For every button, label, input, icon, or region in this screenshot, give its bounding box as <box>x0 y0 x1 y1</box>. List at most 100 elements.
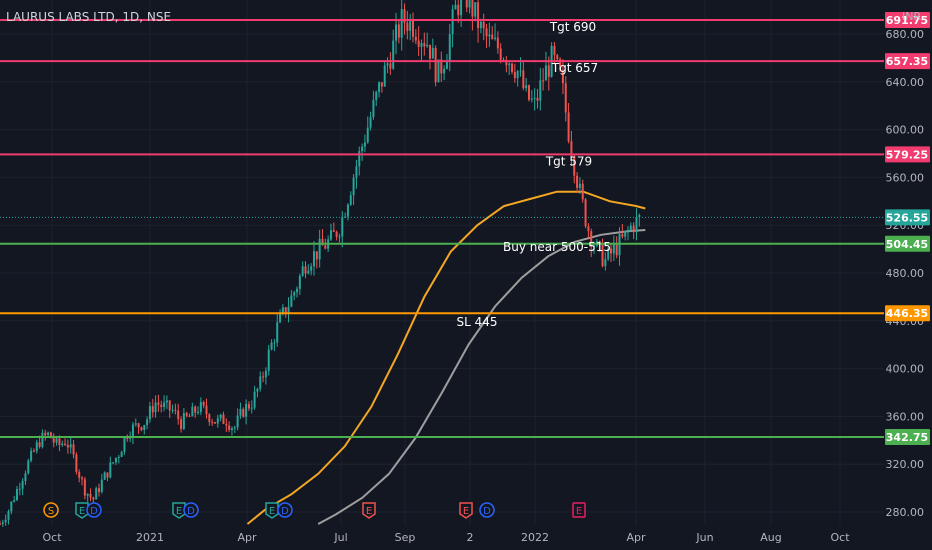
time-axis[interactable]: Oct 2021 Apr Jul Sep 2 2022 Apr Jun Aug Oct <box>42 531 850 544</box>
event-marker-e[interactable]: E <box>459 502 473 519</box>
event-marker-shape <box>86 502 102 518</box>
chart-title: LAURUS LABS LTD, 1D, NSE <box>6 10 171 24</box>
candle-up <box>143 425 146 430</box>
candle-down <box>208 414 211 422</box>
price-tag-label: 657.35 <box>886 55 928 68</box>
candle-down <box>496 37 499 49</box>
candle-down <box>205 405 208 415</box>
price-tag-label: 446.35 <box>886 307 928 320</box>
candle-up <box>24 473 27 482</box>
candle-up <box>30 450 33 461</box>
candle-up <box>386 63 389 66</box>
candle-up <box>395 24 398 41</box>
price-tag-label: 691.75 <box>886 14 928 27</box>
candle-down <box>561 70 564 84</box>
candle-down <box>482 21 485 29</box>
event-marker-s[interactable]: S <box>43 502 59 518</box>
event-marker-e[interactable]: E <box>75 502 89 519</box>
candle-up <box>154 402 157 413</box>
candle-down <box>615 244 618 256</box>
y-tick-label: 600.00 <box>886 124 925 137</box>
candle-up <box>199 401 202 413</box>
candle-up <box>95 488 98 500</box>
event-marker-label: E <box>463 506 469 517</box>
price-tags: 801.70691.75657.35579.25504.45446.35342.… <box>885 11 930 446</box>
event-marker-e[interactable]: E <box>172 502 186 519</box>
candle-up <box>451 9 454 35</box>
x-tick-label: Apr <box>626 531 646 544</box>
event-marker-shape <box>572 502 586 518</box>
candle-up <box>171 409 174 411</box>
candle-down <box>32 450 35 452</box>
candle-up <box>361 146 364 152</box>
event-marker-shape <box>479 502 495 518</box>
candle-up <box>341 217 344 237</box>
y-tick-label: 360.00 <box>886 410 925 423</box>
candle-down <box>126 437 129 439</box>
candle-up <box>431 47 434 59</box>
candle-up <box>443 68 446 74</box>
candle-up <box>338 236 341 238</box>
candle-up <box>293 292 296 296</box>
candle-down <box>81 477 84 480</box>
event-marker-d[interactable]: D <box>183 502 199 518</box>
candle-down <box>412 19 415 37</box>
x-tick-label: 2 <box>467 531 474 544</box>
candle-down <box>567 112 570 142</box>
candle-up <box>310 266 313 271</box>
candle-down <box>0 523 1 525</box>
candle-up <box>61 443 64 446</box>
candle-down <box>547 65 550 77</box>
candle-down <box>573 157 576 176</box>
event-marker-e[interactable]: E <box>572 502 586 518</box>
candle-up <box>18 488 21 490</box>
candle-down <box>471 0 474 17</box>
event-marker-d[interactable]: D <box>86 502 102 518</box>
event-marker-shape <box>75 502 89 519</box>
candle-down <box>225 423 228 426</box>
candle-down <box>194 406 197 413</box>
candle-up <box>250 407 253 409</box>
candle-up <box>635 216 638 232</box>
candle-down <box>632 225 635 232</box>
candle-down <box>477 2 480 29</box>
moving-averages <box>246 190 646 525</box>
candle-down <box>174 409 177 411</box>
price-tag <box>885 305 930 322</box>
candle-down <box>247 404 250 409</box>
y-tick-label: 680.00 <box>886 28 925 41</box>
event-marker-e[interactable]: E <box>265 502 279 519</box>
candle-down <box>157 402 160 405</box>
candle-up <box>301 266 304 276</box>
event-marker-label: D <box>483 506 491 517</box>
candle-up <box>236 415 239 428</box>
candle-down <box>304 266 307 274</box>
candle-up <box>378 82 381 92</box>
candle-down <box>556 55 559 60</box>
candle-down <box>553 45 556 56</box>
candle-up <box>329 230 332 240</box>
level-annotation: Tgt 690 <box>549 20 596 34</box>
event-marker-d[interactable]: D <box>277 502 293 518</box>
candle-up <box>10 501 13 512</box>
candle-up <box>460 0 463 16</box>
candle-down <box>513 72 516 79</box>
candle-up <box>488 34 491 37</box>
event-marker-d[interactable]: D <box>479 502 495 518</box>
candle-up <box>307 270 310 274</box>
candle-down <box>98 488 101 492</box>
candle-down <box>321 238 324 246</box>
candle-up <box>7 511 10 520</box>
event-marker-e[interactable]: E <box>362 502 376 519</box>
candle-up <box>276 322 279 343</box>
candle-up <box>120 451 123 457</box>
candle-down <box>457 4 460 16</box>
candle-down <box>160 404 163 407</box>
candle-down <box>49 432 52 439</box>
candle-down <box>284 307 287 315</box>
event-marker-shape <box>183 502 199 518</box>
candle-up <box>437 59 440 83</box>
